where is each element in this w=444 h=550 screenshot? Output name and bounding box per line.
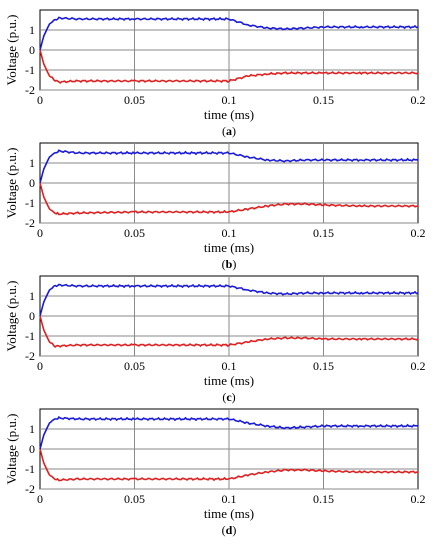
y-axis-label: Voltage (p.u.)	[4, 281, 19, 352]
x-tick-label: 0.15	[313, 93, 334, 107]
x-tick-label: 0.2	[411, 359, 426, 373]
caption-open: (	[222, 390, 226, 404]
y-axis-label: Voltage (p.u.)	[4, 15, 19, 86]
panel-c: -2 -1 0 1 0 0.05 0.1 0.15 0.2 time (ms) Voltage (p…	[4, 275, 426, 404]
x-tick-label: 0.15	[313, 226, 334, 240]
panel-caption: (a)	[222, 124, 236, 138]
caption-open: (	[222, 523, 226, 537]
caption-letter: c	[226, 390, 232, 404]
panel-caption: (b)	[222, 257, 237, 271]
caption-letter: d	[226, 523, 233, 537]
x-tick-label: 0.1	[222, 226, 237, 240]
x-axis-label: time (ms)	[204, 373, 254, 388]
x-tick-label: 0.1	[222, 93, 237, 107]
y-tick-label: -2	[25, 83, 35, 97]
caption-close: )	[232, 124, 236, 138]
y-tick-label: -2	[25, 349, 35, 363]
x-tick-label: 0.05	[124, 359, 145, 373]
y-tick-label: 0	[29, 309, 35, 323]
x-tick-label: 0.05	[124, 93, 145, 107]
y-tick-label: 1	[29, 289, 35, 303]
y-axis-label: Voltage (p.u.)	[4, 148, 19, 219]
x-tick-label: 0.05	[124, 226, 145, 240]
series-line-1	[39, 415, 419, 450]
caption-close: )	[232, 390, 236, 404]
y-tick-label: 0	[29, 442, 35, 456]
series-line-1	[39, 16, 419, 51]
y-tick-label: -1	[25, 462, 35, 476]
panel-b: -2 -1 0 1 0 0.05 0.1 0.15 0.2 time (ms) Voltage (p…	[4, 142, 426, 271]
x-tick-label: 0.2	[411, 226, 426, 240]
y-tick-label: -1	[25, 329, 35, 343]
y-tick-label: 1	[29, 422, 35, 436]
y-tick-label: 0	[29, 43, 35, 57]
x-tick-label: 0.05	[124, 492, 145, 506]
x-tick-label: 0.2	[411, 93, 426, 107]
x-tick-label: 0.15	[313, 359, 334, 373]
y-tick-label: -1	[25, 63, 35, 77]
x-tick-label: 0	[37, 359, 43, 373]
x-tick-label: 0	[37, 492, 43, 506]
series-line-1	[39, 283, 419, 317]
x-tick-label: 0.1	[222, 492, 237, 506]
y-tick-label: 1	[29, 23, 35, 37]
x-tick-label: 0	[37, 93, 43, 107]
caption-open: (	[222, 124, 226, 138]
series-line-2	[39, 182, 419, 216]
series-line-1	[39, 149, 419, 184]
x-tick-label: 0.15	[313, 492, 334, 506]
caption-close: )	[232, 257, 236, 271]
y-tick-label: 0	[29, 176, 35, 190]
x-tick-label: 0.2	[411, 492, 426, 506]
x-tick-label: 0.1	[222, 359, 237, 373]
y-tick-label: -2	[25, 216, 35, 230]
y-axis-label: Voltage (p.u.)	[4, 414, 19, 485]
panel-d: -2 -1 0 1 0 0.05 0.1 0.15 0.2 time (ms) Voltage (p…	[4, 408, 426, 537]
y-tick-label: 1	[29, 156, 35, 170]
series-line-2	[39, 448, 419, 482]
x-axis-label: time (ms)	[204, 240, 254, 255]
series-line-2	[39, 49, 419, 84]
panel-caption: (c)	[222, 390, 235, 404]
panel-caption: (d)	[222, 523, 237, 537]
series-line-2	[39, 315, 419, 348]
x-axis-label: time (ms)	[204, 506, 254, 521]
caption-letter: b	[226, 257, 233, 271]
x-axis-label: time (ms)	[204, 107, 254, 122]
y-tick-label: -2	[25, 482, 35, 496]
caption-open: (	[222, 257, 226, 271]
caption-letter: a	[226, 124, 232, 138]
x-tick-label: 0	[37, 226, 43, 240]
caption-close: )	[232, 523, 236, 537]
panel-a: -2 -1 0 1 0 0.05 0.1 0.15 0.2 time (ms) Voltage (p…	[4, 9, 426, 138]
y-tick-label: -1	[25, 196, 35, 210]
